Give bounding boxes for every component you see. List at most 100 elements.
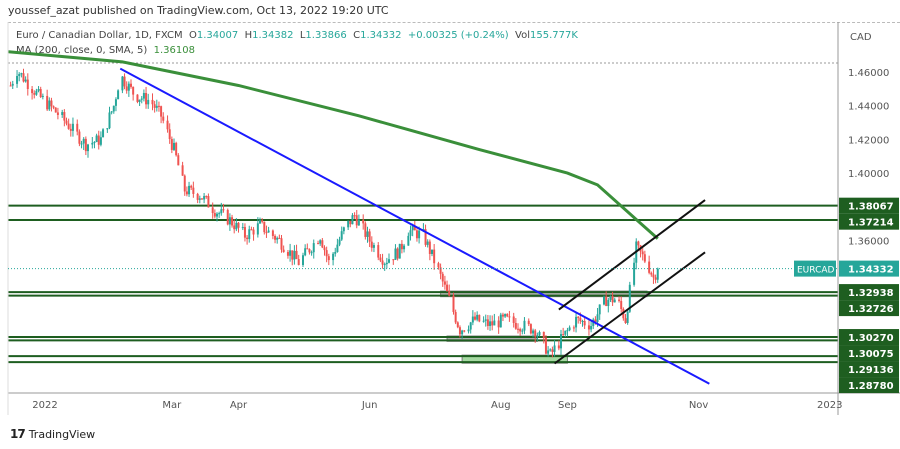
- publisher-line: youssef_azat published on TradingView.co…: [8, 4, 389, 17]
- candle-body: [188, 185, 191, 195]
- candle-body: [493, 320, 496, 326]
- candle-body: [532, 330, 535, 334]
- candle-body: [170, 139, 173, 150]
- candle-body: [41, 95, 44, 97]
- candle-body: [241, 227, 244, 229]
- candle-body: [609, 296, 612, 300]
- open-label: O: [188, 30, 197, 41]
- candle-body: [246, 237, 249, 240]
- candle-body: [140, 98, 143, 100]
- ma-legend[interactable]: MA (200, close, 0, SMA, 5) 1.36108: [16, 45, 195, 56]
- candle-body: [289, 250, 292, 256]
- price-tick-label: 1.44000: [848, 102, 889, 113]
- candle-body: [252, 229, 255, 235]
- candle-body: [562, 334, 565, 336]
- high-label: H: [244, 30, 253, 41]
- candle-body: [385, 262, 388, 265]
- candle-body: [596, 314, 599, 322]
- candle-body: [379, 257, 382, 261]
- candle-body: [469, 322, 472, 330]
- candle-body: [76, 123, 79, 132]
- candle-body: [312, 243, 315, 253]
- candle-body: [357, 219, 360, 226]
- candle-body: [56, 112, 59, 115]
- candle-body: [553, 345, 556, 352]
- candle-body: [426, 241, 429, 245]
- candle-body: [87, 144, 89, 152]
- candle-body: [20, 73, 23, 75]
- candle-body: [166, 120, 169, 130]
- candle-body: [235, 222, 238, 230]
- candle-body: [136, 94, 139, 102]
- candle-body: [648, 261, 651, 273]
- candle-body: [512, 316, 515, 323]
- candle-body: [205, 196, 208, 198]
- candle-body: [11, 83, 14, 86]
- candle-body: [110, 111, 113, 113]
- candle-body: [519, 328, 522, 332]
- candle-body: [590, 326, 593, 330]
- level-price-label: 1.30270: [848, 333, 894, 344]
- candle-body: [564, 330, 567, 335]
- candle-body: [259, 220, 261, 224]
- level-label-bg: [839, 345, 899, 362]
- candle-body: [624, 318, 627, 323]
- candle-body: [218, 213, 221, 215]
- candle-body: [112, 105, 115, 112]
- candle-body: [364, 223, 367, 237]
- time-tick-label: Sep: [558, 400, 577, 411]
- level-price-label: 1.30075: [848, 349, 894, 360]
- candle-body: [476, 314, 479, 320]
- candle-body: [656, 268, 659, 280]
- candle-body: [579, 317, 582, 322]
- candle-body: [250, 229, 253, 231]
- candle-body: [93, 141, 96, 143]
- candle-body: [228, 217, 231, 225]
- candle-body: [613, 299, 616, 303]
- candle-body: [618, 299, 621, 301]
- candle-body: [37, 89, 40, 91]
- close-label: C: [353, 30, 361, 41]
- level-price-label: 1.32938: [848, 288, 894, 299]
- candle-body: [332, 253, 335, 261]
- candle-body: [542, 331, 545, 338]
- candle-body: [192, 187, 195, 194]
- candle-body: [121, 76, 124, 91]
- candle-body: [626, 311, 629, 323]
- candle-body: [551, 349, 554, 352]
- candle-body: [185, 191, 188, 195]
- candle-body: [611, 296, 614, 303]
- last-price-label-bg: [839, 260, 899, 277]
- time-tick-label: 2022: [32, 400, 57, 411]
- candle-body: [355, 215, 358, 226]
- level-label-bg: [839, 197, 899, 214]
- candle-body: [78, 131, 81, 144]
- candle-body: [256, 223, 259, 235]
- candle-body: [24, 79, 27, 82]
- currency-label: CAD: [850, 32, 872, 43]
- candle-body: [160, 106, 163, 117]
- open-value: 1.34007: [196, 30, 239, 41]
- level-label-bg: [839, 377, 899, 394]
- candle-body: [226, 209, 229, 225]
- candle-body: [568, 327, 571, 331]
- candle-body: [587, 325, 590, 330]
- candle-body: [381, 260, 384, 265]
- candle-body: [302, 255, 304, 265]
- low-value: 1.33866: [305, 30, 347, 41]
- candle-body: [424, 229, 427, 245]
- level-label-bg: [839, 213, 899, 230]
- candle-body: [106, 128, 109, 130]
- candle-body: [26, 79, 29, 90]
- candle-body: [39, 89, 42, 97]
- candle-body: [633, 262, 636, 285]
- candle-body: [138, 99, 141, 102]
- candle-body: [415, 230, 418, 239]
- candle-body: [461, 330, 464, 335]
- level-label-bg: [839, 284, 899, 301]
- candle-body: [362, 219, 365, 224]
- trendline-channel-lower: [553, 251, 706, 365]
- candle-body: [643, 254, 646, 262]
- time-tick-label: 2023: [817, 400, 842, 411]
